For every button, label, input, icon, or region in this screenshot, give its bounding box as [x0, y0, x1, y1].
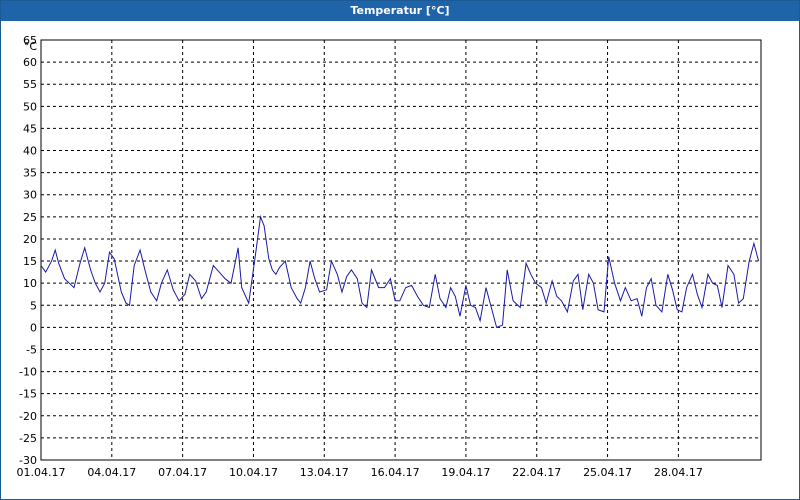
y-tick-label: 55 — [23, 78, 37, 91]
y-tick-label: 25 — [23, 211, 37, 224]
y-tick-label: 50 — [23, 100, 37, 113]
x-tick-label: 25.04.17 — [583, 466, 632, 479]
y-tick-label: 35 — [23, 167, 37, 180]
y-tick-label: 10 — [23, 277, 37, 290]
y-tick-label: 15 — [23, 255, 37, 268]
x-tick-label: 28.04.17 — [654, 466, 703, 479]
x-tick-label: 10.04.17 — [229, 466, 278, 479]
y-tick-label: -5 — [26, 343, 37, 356]
plot-frame — [40, 39, 762, 461]
y-tick-label: 60 — [23, 56, 37, 69]
y-tick-label: 30 — [23, 189, 37, 202]
x-tick-label: 04.04.17 — [87, 466, 136, 479]
x-tick-label: 01.04.17 — [17, 466, 66, 479]
y-tick-label: 20 — [23, 233, 37, 246]
y-tick-label: 0 — [30, 321, 37, 334]
y-tick-label: -10 — [19, 366, 37, 379]
y-tick-label: -25 — [19, 432, 37, 445]
y-axis: 65605550454035302520151050-5-10-15-20-25… — [19, 34, 37, 467]
temperature-series-line — [40, 214, 760, 329]
y-tick-label: -30 — [19, 454, 37, 467]
y-tick-label: 5 — [30, 299, 37, 312]
y-tick-label: -15 — [19, 388, 37, 401]
y-tick-label: 40 — [23, 145, 37, 158]
window-title: Temperatur [°C] — [1, 1, 799, 21]
y-tick-label: 45 — [23, 122, 37, 135]
grid-lines — [41, 39, 761, 460]
x-tick-label: 07.04.17 — [158, 466, 207, 479]
y-axis-unit: °C — [24, 40, 38, 53]
x-tick-label: 13.04.17 — [300, 466, 349, 479]
y-tick-label: 65 — [23, 34, 37, 47]
x-axis: 01.04.17 04.04.17 07.04.17 10.04.17 13.04.17… — [17, 466, 703, 479]
x-tick-label: 16.04.17 — [371, 466, 420, 479]
x-tick-label: 22.04.17 — [512, 466, 561, 479]
y-tick-label: -20 — [19, 410, 37, 423]
x-tick-label: 19.04.17 — [441, 466, 490, 479]
